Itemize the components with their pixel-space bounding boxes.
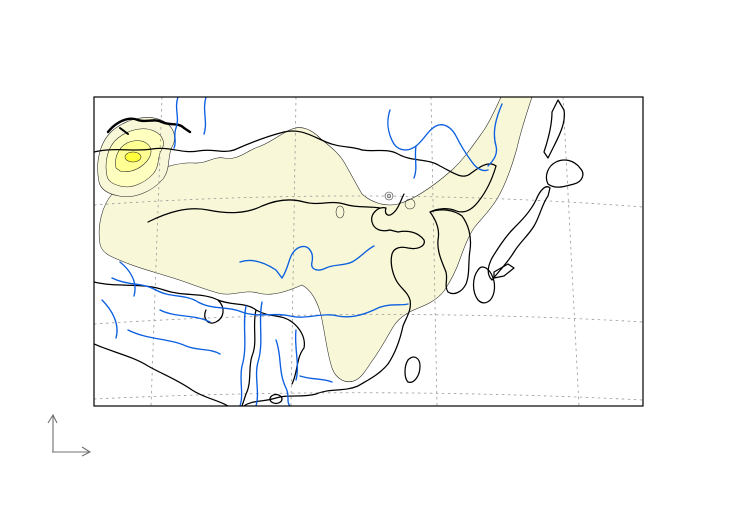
coastlines xyxy=(94,99,584,406)
axis-indicator xyxy=(47,413,92,457)
dust-pale-region xyxy=(97,97,533,383)
y-axis-arrow-icon xyxy=(47,413,58,452)
x-axis-arrow-icon xyxy=(52,446,92,457)
map-frame xyxy=(93,96,644,407)
rivers xyxy=(101,97,503,406)
